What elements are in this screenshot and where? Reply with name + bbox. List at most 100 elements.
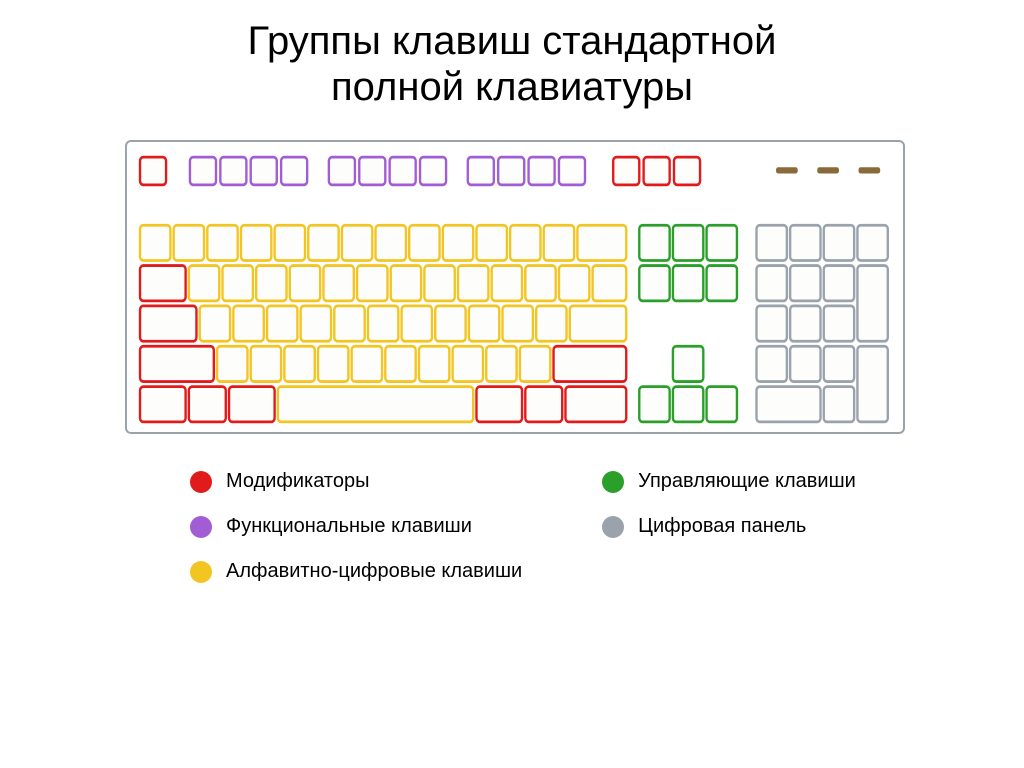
key-control xyxy=(639,225,669,260)
key-alphanum xyxy=(492,266,522,301)
key-functional xyxy=(420,157,446,185)
legend-dot-functional xyxy=(190,516,212,538)
keyboard-led xyxy=(859,167,881,173)
key-alphanum xyxy=(424,266,454,301)
key-functional xyxy=(390,157,416,185)
key-alphanum xyxy=(419,346,449,381)
key-alphanum xyxy=(525,266,555,301)
key-control xyxy=(707,387,737,422)
key-numeric xyxy=(857,225,887,260)
key-numeric xyxy=(824,225,854,260)
key-alphanum xyxy=(233,306,263,341)
key-alphanum xyxy=(352,346,382,381)
key-modifiers xyxy=(644,157,670,185)
keyboard-diagram xyxy=(125,140,905,434)
key-numeric xyxy=(756,306,786,341)
key-alphanum xyxy=(278,387,473,422)
legend-label-functional: Функциональные клавиши xyxy=(226,515,472,538)
key-functional xyxy=(529,157,555,185)
legend-dot-control xyxy=(602,471,624,493)
key-alphanum xyxy=(376,225,406,260)
key-alphanum xyxy=(334,306,364,341)
key-numeric xyxy=(857,346,887,422)
legend-item-functional: Функциональные клавиши xyxy=(190,515,522,538)
key-modifiers xyxy=(554,346,627,381)
keyboard-led xyxy=(776,167,798,173)
key-alphanum xyxy=(174,225,204,260)
key-alphanum xyxy=(140,225,170,260)
key-functional xyxy=(559,157,585,185)
key-modifiers xyxy=(189,387,226,422)
key-control xyxy=(673,225,703,260)
key-alphanum xyxy=(486,346,516,381)
legend-label-modifiers: Модификаторы xyxy=(226,470,369,493)
key-alphanum xyxy=(275,225,305,260)
key-functional xyxy=(329,157,355,185)
key-alphanum xyxy=(476,225,506,260)
legend-col-right: Управляющие клавишиЦифровая панель xyxy=(602,470,856,583)
legend-item-alphanum: Алфавитно-цифровые клавиши xyxy=(190,560,522,583)
key-control xyxy=(673,346,703,381)
key-alphanum xyxy=(520,346,550,381)
key-functional xyxy=(468,157,494,185)
key-alphanum xyxy=(207,225,237,260)
key-functional xyxy=(220,157,246,185)
key-alphanum xyxy=(342,225,372,260)
key-modifiers xyxy=(140,346,214,381)
key-alphanum xyxy=(435,306,465,341)
key-alphanum xyxy=(241,225,271,260)
key-numeric xyxy=(857,266,887,342)
key-alphanum xyxy=(385,346,415,381)
key-alphanum xyxy=(318,346,348,381)
legend-col-left: Модификаторы Функциональные клавиши Алфави… xyxy=(190,470,522,583)
key-alphanum xyxy=(189,266,219,301)
key-numeric xyxy=(824,266,854,301)
key-functional xyxy=(251,157,277,185)
key-numeric xyxy=(756,346,786,381)
key-alphanum xyxy=(469,306,499,341)
key-alphanum xyxy=(308,225,338,260)
key-functional xyxy=(281,157,307,185)
key-modifiers xyxy=(525,387,562,422)
key-alphanum xyxy=(559,266,589,301)
title-line-1: Группы клавиш стандартной xyxy=(248,19,777,63)
key-alphanum xyxy=(284,346,314,381)
key-modifiers xyxy=(674,157,700,185)
key-alphanum xyxy=(290,266,320,301)
legend-dot-numeric xyxy=(602,516,624,538)
key-alphanum xyxy=(256,266,286,301)
key-alphanum xyxy=(301,306,331,341)
key-numeric xyxy=(756,266,786,301)
key-functional xyxy=(498,157,524,185)
key-alphanum xyxy=(453,346,483,381)
key-modifiers xyxy=(140,266,186,301)
title-line-2: полной клавиатуры xyxy=(331,65,693,109)
key-alphanum xyxy=(443,225,473,260)
legend-label-alphanum: Алфавитно-цифровые клавиши xyxy=(226,560,522,583)
key-alphanum xyxy=(544,225,574,260)
key-numeric xyxy=(824,387,854,422)
key-modifiers xyxy=(140,157,166,185)
key-alphanum xyxy=(323,266,353,301)
page-title: Группы клавиш стандартной полной клавиат… xyxy=(0,0,1024,110)
key-numeric xyxy=(790,266,820,301)
key-numeric xyxy=(756,225,786,260)
key-modifiers xyxy=(229,387,275,422)
key-modifiers xyxy=(140,306,196,341)
key-numeric xyxy=(756,387,820,422)
key-numeric xyxy=(824,346,854,381)
key-modifiers xyxy=(565,387,626,422)
legend-dot-alphanum xyxy=(190,561,212,583)
key-alphanum xyxy=(267,306,297,341)
key-alphanum xyxy=(200,306,230,341)
key-control xyxy=(707,225,737,260)
keyboard-svg xyxy=(127,142,903,432)
legend-label-control: Управляющие клавиши xyxy=(638,470,856,493)
key-control xyxy=(673,387,703,422)
key-alphanum xyxy=(577,225,626,260)
key-modifiers xyxy=(613,157,639,185)
key-alphanum xyxy=(570,306,626,341)
legend-item-modifiers: Модификаторы xyxy=(190,470,522,493)
keyboard-led xyxy=(817,167,839,173)
key-alphanum xyxy=(510,225,540,260)
